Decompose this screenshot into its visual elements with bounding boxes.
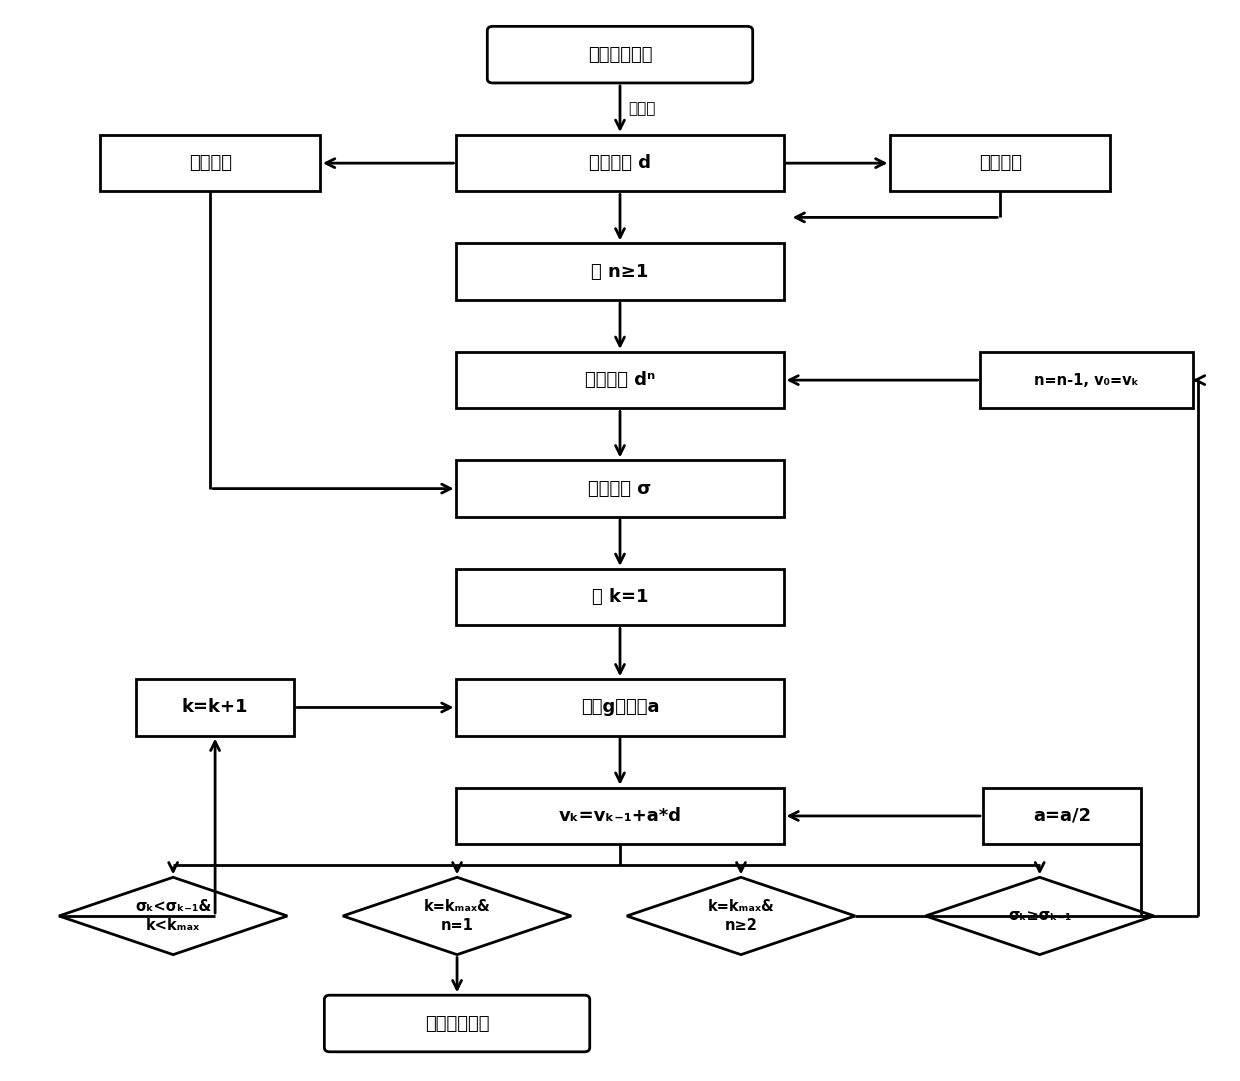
Bar	[456, 243, 784, 299]
Polygon shape	[343, 878, 572, 955]
FancyBboxPatch shape	[325, 996, 590, 1052]
Text: 令 n≥1: 令 n≥1	[591, 263, 649, 281]
Bar	[456, 135, 784, 191]
FancyBboxPatch shape	[487, 26, 753, 83]
Text: k=kₘₐₓ&
n=1: k=kₘₐₓ& n=1	[424, 899, 491, 933]
Text: vₖ=vₖ₋₁+a*d: vₖ=vₖ₋₁+a*d	[558, 806, 682, 825]
Polygon shape	[60, 878, 288, 955]
Text: n=n-1, v₀=vₖ: n=n-1, v₀=vₖ	[1034, 373, 1140, 388]
Bar	[890, 135, 1110, 191]
Bar	[136, 679, 294, 736]
Bar	[456, 461, 784, 517]
Polygon shape	[626, 878, 856, 955]
Text: k=k+1: k=k+1	[182, 698, 248, 717]
Text: 初始模型: 初始模型	[978, 155, 1022, 172]
Polygon shape	[925, 878, 1154, 955]
Text: 预处理: 预处理	[629, 102, 656, 117]
Bar	[983, 788, 1141, 844]
Bar	[456, 569, 784, 626]
Text: 最终反演结果: 最终反演结果	[425, 1014, 490, 1032]
Text: 观测数据 d: 观测数据 d	[589, 155, 651, 172]
Bar	[981, 351, 1193, 409]
Text: k=kₘₐₓ&
n≥2: k=kₘₐₓ& n≥2	[708, 899, 774, 933]
Bar	[456, 351, 784, 409]
Text: 震源子波: 震源子波	[188, 155, 232, 172]
Text: 原始观测数据: 原始观测数据	[588, 45, 652, 64]
Text: 令 k=1: 令 k=1	[591, 588, 649, 606]
Text: 高次数据 dⁿ: 高次数据 dⁿ	[585, 371, 655, 389]
Bar	[456, 788, 784, 844]
Bar	[456, 679, 784, 736]
Text: σₖ≥σₖ₋₁: σₖ≥σₖ₋₁	[1008, 908, 1071, 923]
Bar	[100, 135, 320, 191]
Text: 梯度g、步长a: 梯度g、步长a	[580, 698, 660, 717]
Text: a=a/2: a=a/2	[1033, 806, 1091, 825]
Text: 目标函数 σ: 目标函数 σ	[588, 480, 652, 497]
Text: σₖ<σₖ₋₁&
k<kₘₐₓ: σₖ<σₖ₋₁& k<kₘₐₓ	[135, 899, 211, 933]
